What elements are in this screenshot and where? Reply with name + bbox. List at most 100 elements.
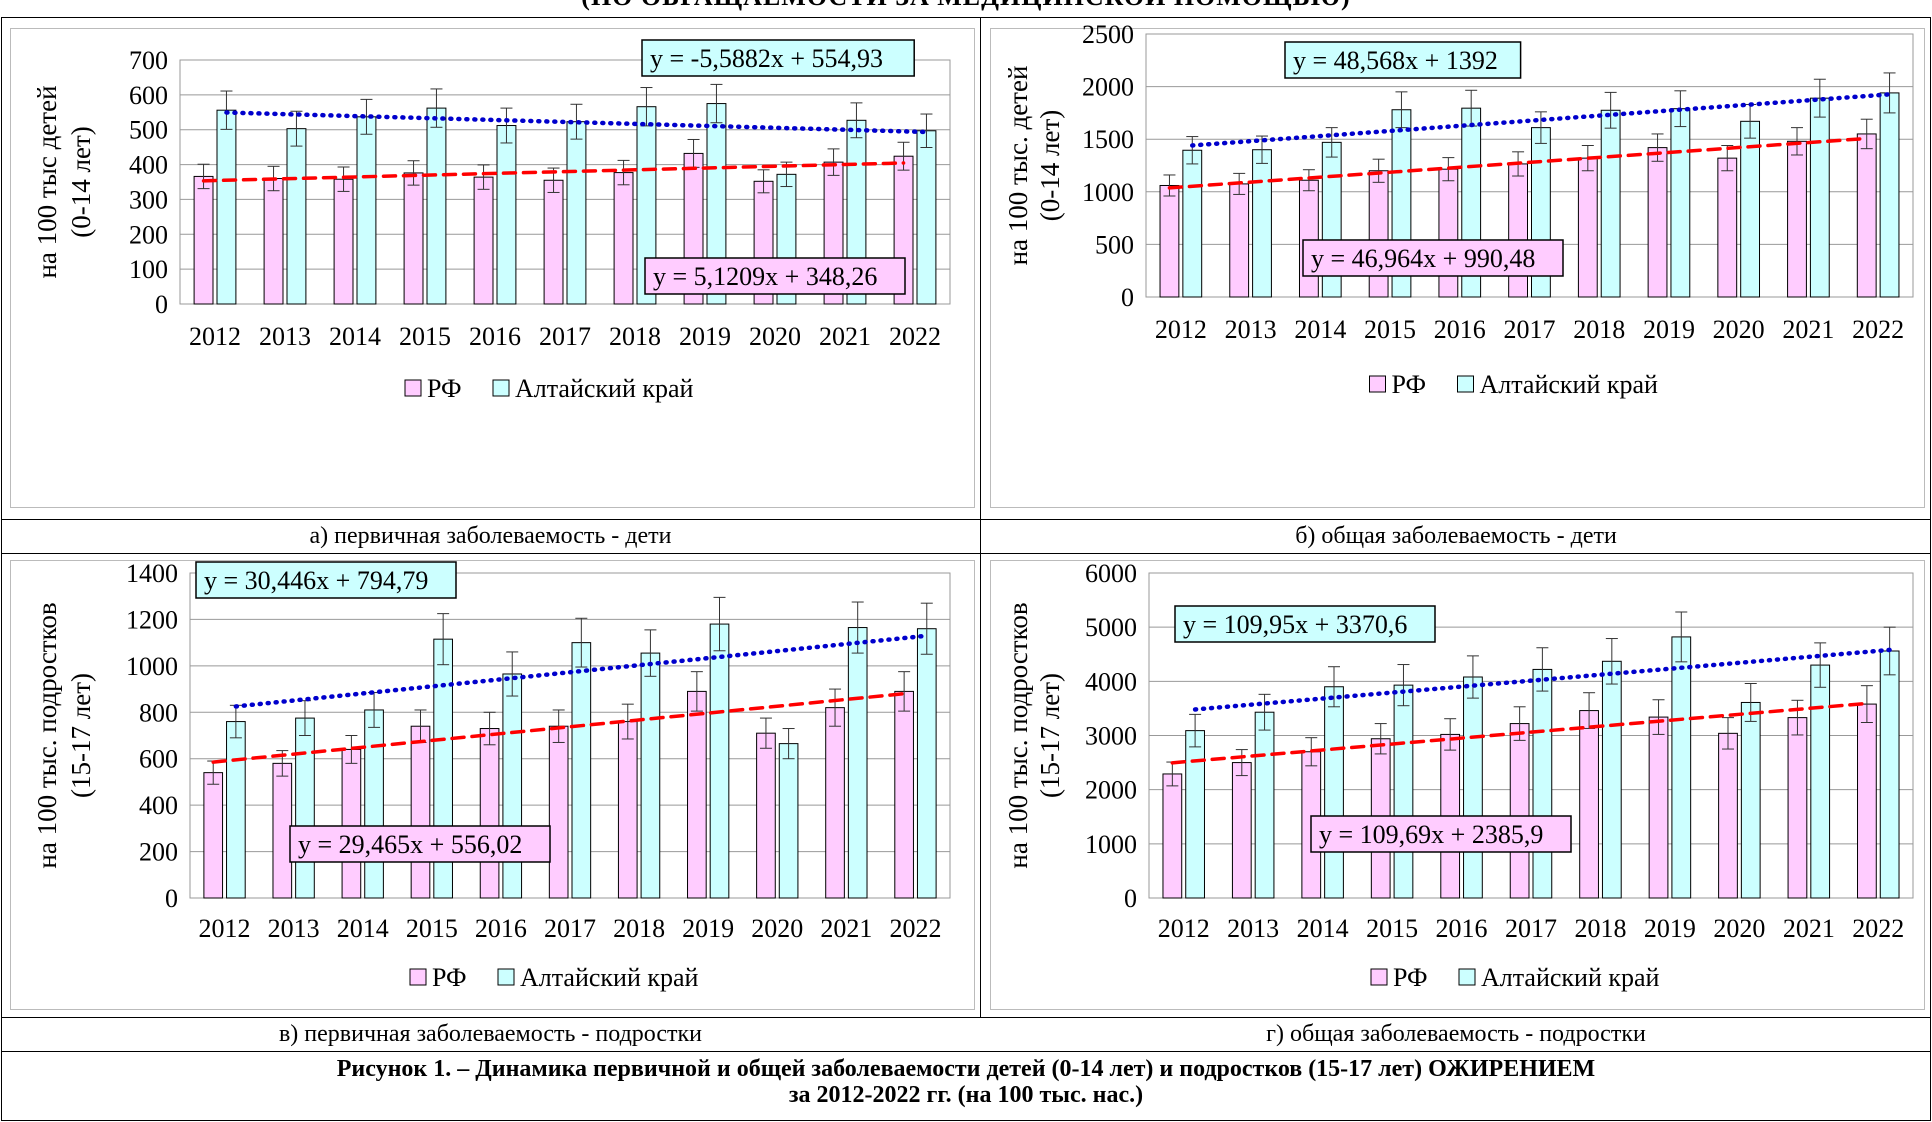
x-tick-label: 2017 <box>1505 914 1557 943</box>
x-tick-label: 2021 <box>1782 315 1834 344</box>
legend-label: РФ <box>1392 370 1427 399</box>
trend-equation-rf: y = 109,69x + 2385,9 <box>1310 815 1572 853</box>
bar-rf <box>1577 157 1598 298</box>
bar-rf <box>1647 147 1668 298</box>
table-row-divider-4 <box>1 1051 1931 1052</box>
x-tick-label: 2014 <box>337 914 389 943</box>
x-tick-label: 2014 <box>1294 315 1346 344</box>
trend-equation-altai: y = -5,5882x + 554,93 <box>641 39 915 77</box>
bar-altai <box>1252 149 1272 298</box>
y-axis-label: на 100 тыс детей <box>32 85 62 278</box>
x-tick-label: 2013 <box>259 322 311 351</box>
svg-text:y = 29,465x + 556,02: y = 29,465x + 556,02 <box>298 830 522 859</box>
bar-rf <box>543 179 564 305</box>
bar-rf <box>1787 717 1808 899</box>
bar-rf <box>1438 168 1459 298</box>
bar-altai <box>1600 109 1621 298</box>
bar-altai <box>1463 676 1483 899</box>
y-tick-label: 1000 <box>1082 178 1134 207</box>
y-axis-label: (0-14 лет) <box>66 126 96 237</box>
bar-rf <box>687 690 707 899</box>
bar-altai <box>1182 149 1203 298</box>
chart-v-primary-teens: 0 200 400 600 800 1000 1200 1400 на 100 тыс. под… <box>32 559 951 992</box>
legend-item-rf: РФ <box>409 963 467 992</box>
x-tick-label: 2016 <box>1434 315 1486 344</box>
bar-altai <box>1601 660 1622 899</box>
y-tick-label: 200 <box>129 220 168 249</box>
y-axis-label: на 100 тыс. подростков <box>1003 602 1033 868</box>
trendline-altai <box>233 633 930 709</box>
x-tick-label: 2020 <box>1713 315 1765 344</box>
x-tick-label: 2019 <box>682 914 734 943</box>
legend-item-altai: Алтайский край <box>497 963 699 992</box>
bar-altai <box>1670 108 1691 298</box>
chart-b-border <box>990 28 1925 508</box>
trendline-rf <box>211 691 906 764</box>
y-tick-label: 2500 <box>1082 20 1134 49</box>
bar-altai <box>226 721 246 899</box>
legend-item-rf: РФ <box>1370 963 1428 992</box>
legend-swatch <box>1369 375 1386 393</box>
y-tick-label: 0 <box>165 884 178 913</box>
bar-rf <box>825 707 845 899</box>
x-tick-label: 2022 <box>1852 914 1904 943</box>
y-axis-label: (15-17 лет) <box>1035 673 1065 798</box>
x-tick-label: 2018 <box>609 322 661 351</box>
chart-a-primary-children: 0 100 200 300 400 500 600 700 на 100 тыс детей (0… <box>32 39 951 403</box>
chart-b-total-children: 0 500 1000 1500 2000 2500 на 100 тыс. детей (0-… <box>1003 20 1914 399</box>
bar-rf <box>613 172 634 305</box>
x-tick-label: 2015 <box>406 914 458 943</box>
svg-text:y = 5,1209x + 348,26: y = 5,1209x + 348,26 <box>653 262 877 291</box>
caption-chart-v: в) первичная заболеваемость - подростки <box>278 1021 703 1047</box>
bar-rf <box>756 732 776 899</box>
bar-altai <box>496 125 517 305</box>
bar-rf <box>894 690 914 899</box>
bar-rf <box>1162 773 1183 899</box>
trendline-altai <box>224 110 929 135</box>
bar-altai <box>502 673 523 899</box>
figure-caption-line2: за 2012-2022 гг. (на 100 тыс. нас.) <box>788 1082 1144 1108</box>
legend-label: Алтайский край <box>1481 963 1660 992</box>
bar-rf <box>1856 133 1877 298</box>
y-axis-label: на 100 тыс. детей <box>1003 66 1033 266</box>
x-tick-label: 2022 <box>889 914 941 943</box>
y-tick-label: 500 <box>129 116 168 145</box>
x-tick-label: 2018 <box>1574 914 1626 943</box>
trendline-rf <box>201 161 906 183</box>
x-tick-label: 2019 <box>679 322 731 351</box>
x-tick-label: 2015 <box>1366 914 1418 943</box>
bar-rf <box>617 721 638 899</box>
legend-label: РФ <box>432 963 467 992</box>
bar-altai <box>847 627 868 899</box>
y-tick-label: 5000 <box>1085 613 1137 642</box>
y-axis-label: на 100 тыс. подростков <box>32 602 62 868</box>
y-tick-label: 1000 <box>1085 830 1137 859</box>
svg-text:y = 109,95x + 3370,6: y = 109,95x + 3370,6 <box>1183 610 1407 639</box>
bar-altai <box>916 628 937 899</box>
legend-label: Алтайский край <box>515 374 694 403</box>
x-tick-label: 2021 <box>1783 914 1835 943</box>
legend-swatch <box>492 379 510 397</box>
x-tick-label: 2021 <box>819 322 871 351</box>
y-tick-label: 500 <box>1095 230 1134 259</box>
y-tick-label: 1000 <box>126 652 178 681</box>
legend-swatch <box>497 968 515 986</box>
bar-rf <box>1787 140 1807 298</box>
y-tick-label: 400 <box>129 151 168 180</box>
y-tick-label: 700 <box>129 46 168 75</box>
bar-rf <box>1579 710 1599 899</box>
chart-g-border <box>990 560 1925 1010</box>
trendline-altai <box>1190 92 1892 148</box>
bar-rf <box>473 176 494 305</box>
legend-item-altai: Алтайский край <box>492 374 694 403</box>
x-tick-label: 2012 <box>1158 914 1210 943</box>
caption-chart-b: б) общая заболеваемость - дети <box>1295 523 1617 549</box>
bar-rf <box>341 748 362 899</box>
legend-item-altai: Алтайский край <box>1457 370 1658 399</box>
trend-equation-rf: y = 5,1209x + 348,26 <box>644 257 906 295</box>
y-tick-label: 200 <box>139 838 178 867</box>
x-tick-label: 2022 <box>1852 315 1904 344</box>
bar-rf <box>1231 762 1252 899</box>
chart-a-border <box>10 28 975 508</box>
y-tick-label: 300 <box>129 185 168 214</box>
